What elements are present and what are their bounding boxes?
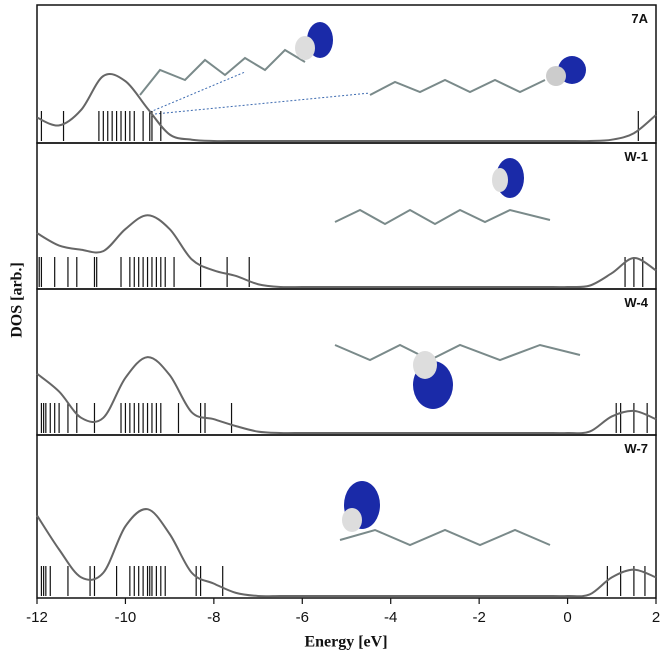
x-axis-label: Energy [eV] xyxy=(304,634,387,651)
x-tick-label: -4 xyxy=(384,609,397,626)
orbital xyxy=(492,168,508,192)
background xyxy=(0,0,662,653)
orbital xyxy=(546,66,566,86)
orbital xyxy=(295,36,315,60)
x-tick-label: -2 xyxy=(472,609,485,626)
x-tick-label: -12 xyxy=(26,609,48,626)
panel-label: 7A xyxy=(631,11,648,26)
orbital xyxy=(413,351,437,379)
orbital xyxy=(342,508,362,532)
x-tick-label: -8 xyxy=(207,609,220,626)
y-axis-label: DOS [arb.] xyxy=(9,262,26,338)
panel-label: W-4 xyxy=(624,295,648,310)
x-tick-label: 0 xyxy=(563,609,571,626)
x-tick-label: 2 xyxy=(652,609,660,626)
x-tick-label: -10 xyxy=(115,609,137,626)
panel-label: W-1 xyxy=(624,149,648,164)
x-tick-label: -6 xyxy=(296,609,309,626)
chart: DOS [arb.] Energy [eV] 7A W-1 W-4 W-7 -12 -10… xyxy=(0,0,662,653)
panel-label: W-7 xyxy=(624,441,648,456)
